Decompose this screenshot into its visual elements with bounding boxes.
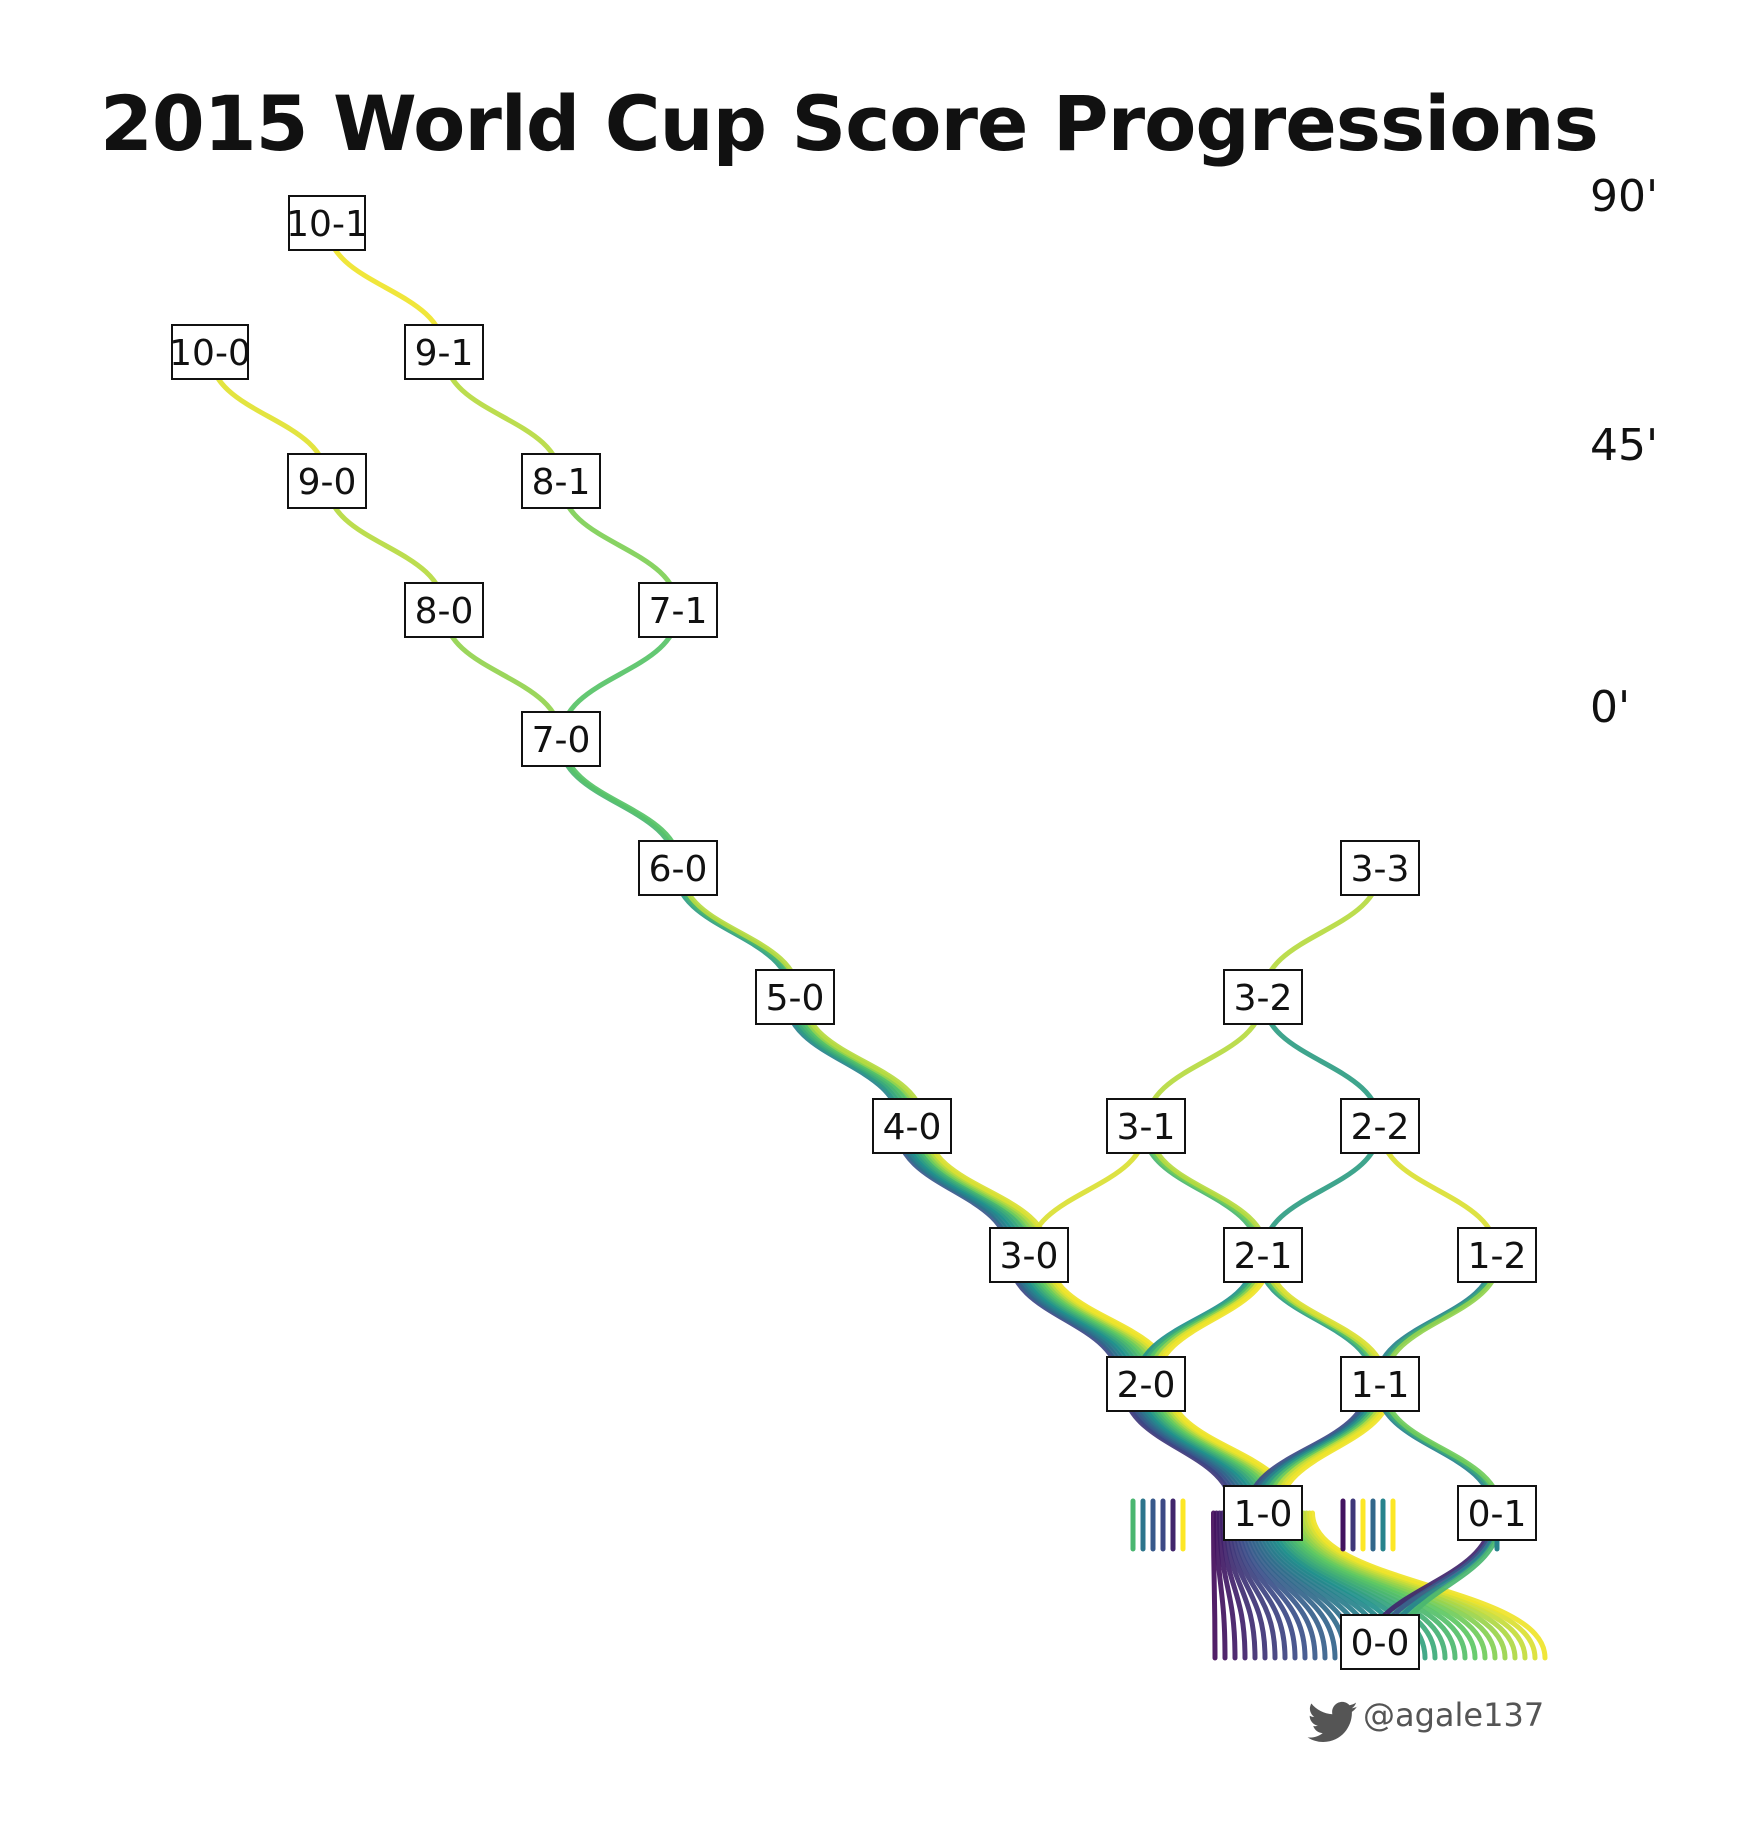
score-node-box <box>1223 1485 1303 1541</box>
score-node-box <box>638 840 718 896</box>
score-node-label: 2-2 <box>1351 1107 1410 1148</box>
score-node-box <box>1106 1098 1186 1154</box>
credit-handle: @agale137 <box>1363 1696 1544 1734</box>
score-node-10-1: 10-1 <box>286 195 368 251</box>
score-node-box <box>404 582 484 638</box>
score-node-0-1: 0-1 <box>1457 1485 1537 1541</box>
score-node-box <box>1340 840 1420 896</box>
score-node-1-2: 1-2 <box>1457 1227 1537 1283</box>
score-node-label: 0-0 <box>1351 1623 1410 1664</box>
score-node-2-2: 2-2 <box>1340 1098 1420 1154</box>
score-node-10-0: 10-0 <box>169 324 251 380</box>
score-node-5-0: 5-0 <box>755 969 835 1025</box>
score-node-label: 0-1 <box>1468 1494 1527 1535</box>
score-node-9-0: 9-0 <box>287 453 367 509</box>
score-node-box <box>171 324 249 380</box>
colorbar-label-min: 0' <box>1590 682 1630 733</box>
score-node-label: 1-0 <box>1234 1494 1293 1535</box>
twitter-bird-icon <box>1307 1701 1358 1742</box>
score-node-box <box>404 324 484 380</box>
score-node-3-0: 3-0 <box>989 1227 1069 1283</box>
score-node-label: 5-0 <box>766 978 825 1019</box>
score-node-3-3: 3-3 <box>1340 840 1420 896</box>
progression-edge-0-0-to-1-0 <box>1217 1510 1238 1661</box>
colorbar: 90' 45' 0' <box>1572 171 1658 733</box>
score-node-3-2: 3-2 <box>1223 969 1303 1025</box>
score-node-1-0: 1-0 <box>1223 1485 1303 1541</box>
score-node-label: 3-3 <box>1351 849 1410 890</box>
score-node-box <box>521 453 601 509</box>
score-node-label: 9-1 <box>415 333 474 374</box>
score-node-label: 3-2 <box>1234 978 1293 1019</box>
score-node-label: 2-1 <box>1234 1236 1293 1277</box>
score-node-3-1: 3-1 <box>1106 1098 1186 1154</box>
score-node-box <box>1223 1227 1303 1283</box>
score-node-2-1: 2-1 <box>1223 1227 1303 1283</box>
score-node-8-1: 8-1 <box>521 453 601 509</box>
credit: @agale137 <box>1307 1696 1544 1742</box>
score-node-7-0: 7-0 <box>521 711 601 767</box>
score-node-label: 4-0 <box>883 1107 942 1148</box>
chart-title: 2015 World Cup Score Progressions <box>100 79 1599 168</box>
score-node-box <box>989 1227 1069 1283</box>
score-node-label: 1-2 <box>1468 1236 1527 1277</box>
score-node-1-1: 1-1 <box>1340 1356 1420 1412</box>
score-node-label: 7-1 <box>649 591 708 632</box>
edges-layer <box>207 220 1548 1661</box>
score-node-9-1: 9-1 <box>404 324 484 380</box>
score-node-box <box>1457 1227 1537 1283</box>
score-node-box <box>1340 1614 1420 1670</box>
score-node-2-0: 2-0 <box>1106 1356 1186 1412</box>
score-node-box <box>872 1098 952 1154</box>
score-node-label: 10-1 <box>286 204 368 245</box>
score-node-label: 3-1 <box>1117 1107 1176 1148</box>
progression-edge-0-0-to-1-0 <box>1214 1510 1228 1661</box>
score-node-label: 7-0 <box>532 720 591 761</box>
score-node-label: 8-0 <box>415 591 474 632</box>
score-node-4-0: 4-0 <box>872 1098 952 1154</box>
score-node-label: 9-0 <box>298 462 357 503</box>
score-node-box <box>521 711 601 767</box>
score-node-8-0: 8-0 <box>404 582 484 638</box>
score-node-7-1: 7-1 <box>638 582 718 638</box>
score-node-label: 8-1 <box>532 462 591 503</box>
score-node-box <box>1340 1356 1420 1412</box>
score-node-0-0: 0-0 <box>1340 1614 1420 1670</box>
score-node-box <box>1340 1098 1420 1154</box>
colorbar-label-mid: 45' <box>1590 420 1658 471</box>
nodes-layer: 0-0 0-1 1-0 1-1 2-0 1-2 2-1 3-0 2-2 3-1 4-0 3-2 5-0 3… <box>169 195 1537 1670</box>
score-node-label: 10-0 <box>169 333 251 374</box>
score-node-6-0: 6-0 <box>638 840 718 896</box>
score-node-box <box>638 582 718 638</box>
score-node-label: 1-1 <box>1351 1365 1410 1406</box>
progression-edge-0-0-to-1-0 <box>1211 1510 1218 1661</box>
score-node-box <box>1457 1485 1537 1541</box>
score-node-box <box>1223 969 1303 1025</box>
score-node-box <box>755 969 835 1025</box>
score-node-label: 3-0 <box>1000 1236 1059 1277</box>
score-node-label: 2-0 <box>1117 1365 1176 1406</box>
score-node-box <box>287 453 367 509</box>
score-node-box <box>1106 1356 1186 1412</box>
colorbar-label-max: 90' <box>1590 171 1658 222</box>
score-node-box <box>288 195 366 251</box>
score-node-label: 6-0 <box>649 849 708 890</box>
